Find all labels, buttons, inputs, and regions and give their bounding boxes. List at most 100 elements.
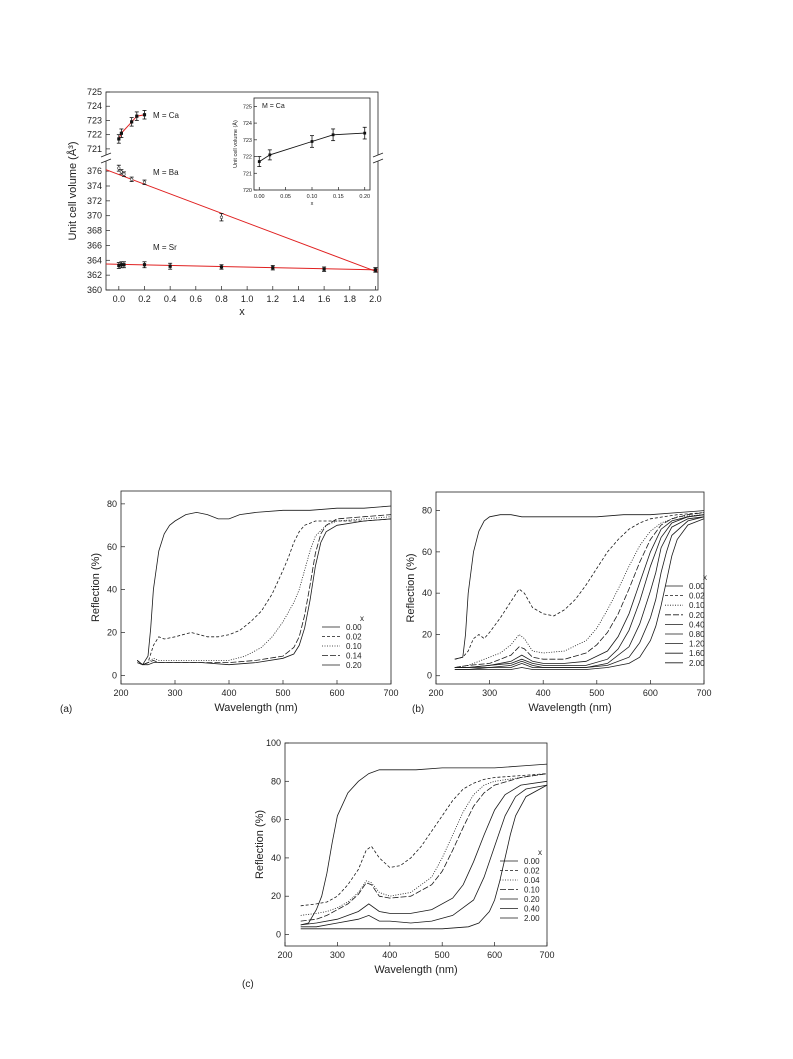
y-tick-label: 0 [112,670,117,680]
inset-data-point [331,133,335,137]
legend-title: x [538,848,542,857]
y-tick-label: 80 [422,506,432,516]
reflection-panel-b: 200 300 400 500 600 700 0 20 40 60 80 Wavelength (n… [405,491,712,715]
legend-entry: 0.00 [346,623,362,632]
inset-data-point [363,131,367,135]
x-tick-label: 400 [221,688,236,698]
legend-entry: 0.20 [524,895,540,904]
curve-x-2.00 [454,518,705,670]
y-tick-label: 370 [87,211,102,221]
x-tick-label: 400 [536,688,551,698]
data-point [142,113,147,117]
y-tick-label: 0 [276,930,281,940]
plot-frame [120,490,392,685]
legend-entry: 0.00 [524,857,540,866]
x-tick-label: 0.2 [138,294,151,304]
curve-x-0.02 [136,518,392,666]
x-tick-label: 0.8 [215,294,228,304]
inset-x-tick-label: 0.10 [307,194,318,200]
legend-entry: 0.02 [346,633,362,642]
x-tick-label: 600 [643,688,658,698]
x-axis-label: x [239,306,245,318]
fit-line [105,263,379,271]
legend-entry: 2.00 [524,914,540,923]
data-point [219,215,224,219]
data-point [142,263,147,267]
y-tick-label: 362 [87,270,102,280]
panel-label: (c) [242,979,254,990]
data-point [122,172,126,176]
x-tick-label: 0.6 [190,294,203,304]
curve-x-0.20 [454,512,705,668]
y-tick-label: 722 [87,130,102,140]
curve-x-0.20 [137,518,392,666]
x-tick-label: 600 [329,688,344,698]
curve-x-0.00 [454,510,705,660]
x-tick-label: 700 [696,688,711,698]
legend-entry: 1.20 [689,640,705,649]
y-tick-label: 360 [87,285,102,295]
curve-x-0.00 [300,763,548,926]
legend-entry: 0.10 [524,886,540,895]
curve-x-0.10 [136,516,392,666]
legend-entry: 0.20 [346,661,362,670]
inset-y-tick-label: 721 [243,171,252,177]
y-axis-label: Reflection (%) [254,810,266,879]
legend-entry: 0.14 [346,652,362,661]
curve-x-0.02 [454,512,705,660]
data-point [130,120,134,124]
data-point [119,131,123,135]
data-point [135,114,139,118]
data-point [119,263,123,267]
x-tick-label: 200 [277,950,292,960]
y-tick-label: 364 [87,255,102,265]
legend-entry: 0.02 [689,592,705,601]
x-tick-label: 1.2 [267,294,280,304]
curve-x-0.20 [300,780,548,926]
x-tick-label: 1.8 [344,294,357,304]
y-tick-label: 20 [422,629,432,639]
x-tick-label: 0.0 [113,294,126,304]
curve-x-0.00 [136,505,392,666]
curve-x-0.80 [454,514,705,668]
legend-entry: 0.10 [689,601,705,610]
legend-entry: 1.60 [689,649,705,658]
x-tick-label: 500 [275,688,290,698]
y-tick-label: 368 [87,226,102,236]
reflection-panel-a: 200 300 400 500 600 700 0 20 40 60 80 Wavelength (n… [60,490,399,715]
y-tick-label: 723 [87,115,102,125]
y-tick-label: 40 [107,585,117,595]
x-tick-label: 1.4 [292,294,305,304]
legend-entry: 0.40 [689,620,705,629]
data-point [271,266,275,270]
legend-title: x [703,573,707,582]
x-tick-label: 300 [482,688,497,698]
y-tick-label: 721 [87,144,102,154]
inset-annotation: M = Ca [262,103,285,110]
curve-x-0.40 [300,784,548,928]
legend-title: x [360,614,364,623]
y-tick-label: 60 [107,542,117,552]
curve-x-0.10 [300,773,548,922]
y-tick-label: 0 [427,671,432,681]
annotation-sr: M = Sr [153,243,177,252]
legend-entry: 0.04 [524,876,540,885]
curve-x-2.00 [300,784,548,930]
legend-entry: 0.80 [689,630,705,639]
y-tick-label: 60 [422,547,432,557]
data-point [117,137,121,141]
y-tick-label: 20 [271,891,281,901]
inset-y-tick-label: 724 [243,121,252,127]
inset-x-tick-label: 0.05 [280,194,291,200]
y-axis-label: Reflection (%) [90,553,102,622]
data-point [373,268,378,272]
y-tick-label: 80 [107,499,117,509]
data-point [122,263,126,267]
inset-x-tick-label: 0.20 [359,194,370,200]
x-tick-label: 300 [330,950,345,960]
y-tick-label: 374 [87,181,102,191]
axis-break-mark [372,158,384,164]
fit-line [105,169,379,273]
legend-entry: 0.02 [524,867,540,876]
x-tick-label: 600 [487,950,502,960]
